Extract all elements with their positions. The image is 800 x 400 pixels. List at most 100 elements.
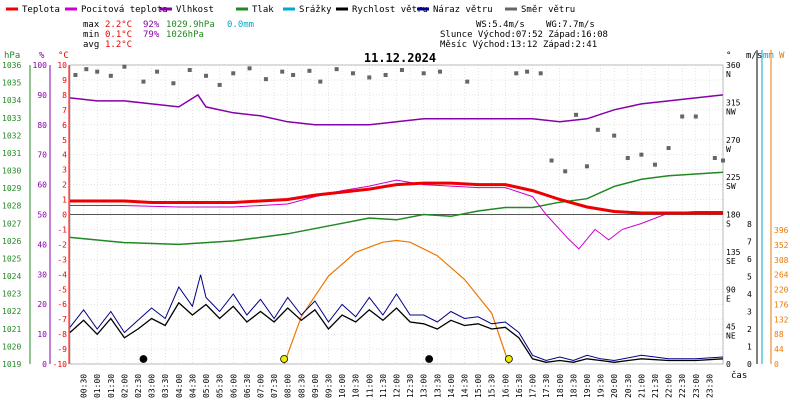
wind-dir-point <box>318 79 323 84</box>
dir-compass-label: E <box>726 294 731 303</box>
wind-dir-point <box>350 71 355 76</box>
legend-label: Pocitová teplota <box>81 5 168 15</box>
wind-dir-point <box>399 67 404 72</box>
temp-tick-label: 2 <box>62 181 67 190</box>
x-tick-label: 20:00 <box>610 374 619 398</box>
x-tick-label: 06:00 <box>229 374 238 398</box>
dir-compass-label: SW <box>726 182 736 191</box>
wind-speed-line <box>69 301 724 363</box>
dir-compass-label: W <box>726 145 731 154</box>
wind-dir-point <box>465 79 470 84</box>
unit-deg: ° <box>726 51 731 61</box>
pct-tick-label: 80 <box>37 121 47 130</box>
dir-tick-label: 180 <box>726 211 741 220</box>
x-tick-label: 19:30 <box>597 374 606 398</box>
temp-tick-label: -2 <box>57 240 67 249</box>
w-tick-label: 176 <box>774 300 789 309</box>
wind-dir-point <box>625 156 630 161</box>
dir-compass-label: S <box>726 220 731 229</box>
wind-dir-point <box>680 114 685 119</box>
x-tick-label: 12:00 <box>393 374 402 398</box>
hpa-tick-label: 1035 <box>2 79 21 88</box>
wind-dir-point <box>383 72 388 77</box>
x-tick-label: 02:00 <box>120 374 129 398</box>
wind-dir-point <box>563 169 568 174</box>
pct-tick-label: 100 <box>33 61 48 70</box>
dir-tick-label: 225 <box>726 173 741 182</box>
info-wg: WG:7.7m/s <box>546 20 595 30</box>
x-tick-label: 16:00 <box>501 374 510 398</box>
temp-tick-label: -5 <box>57 285 67 294</box>
hpa-tick-label: 1024 <box>2 272 21 281</box>
x-tick-label: 11:00 <box>365 374 374 398</box>
temp-tick-label: 7 <box>62 106 67 115</box>
hpa-tick-label: 1026 <box>2 237 21 246</box>
temp-tick-label: 4 <box>62 151 67 160</box>
temp-tick-label: -4 <box>57 270 67 279</box>
dir-tick-label: 90 <box>726 285 736 294</box>
wind-dir-point <box>514 71 519 76</box>
pct-tick-label: 60 <box>37 181 47 190</box>
legend-label: Tlak <box>252 5 274 15</box>
wind-dir-point <box>525 69 530 74</box>
x-tick-label: 07:30 <box>270 374 279 398</box>
ms-tick-label: 0 <box>747 360 752 369</box>
dir-tick-label: 0 <box>726 360 731 369</box>
w-tick-label: 264 <box>774 271 789 280</box>
wind-dir-point <box>280 69 285 74</box>
temp-tick-label: 0 <box>62 211 67 220</box>
w-tick-label: 220 <box>774 286 789 295</box>
wind-dir-point <box>291 72 296 77</box>
stats-min-label: min <box>83 30 99 40</box>
x-tick-label: 10:00 <box>338 374 347 398</box>
w-tick-label: 308 <box>774 256 789 265</box>
wind-dir-point <box>84 67 89 72</box>
wind-dir-point <box>693 114 698 119</box>
dir-tick-label: 135 <box>726 248 741 257</box>
hpa-tick-label: 1028 <box>2 202 21 211</box>
wind-dir-point <box>187 67 192 72</box>
wind-dir-point <box>712 156 717 161</box>
pressure-line <box>69 171 724 246</box>
x-tick-label: 18:30 <box>569 374 578 398</box>
legend-label: Směr větru <box>521 5 575 15</box>
pct-tick-label: 20 <box>37 300 47 309</box>
wind-dir-point <box>595 127 600 132</box>
legend-label: Srážky <box>299 5 332 15</box>
plot-area <box>69 64 725 365</box>
x-tick-label: 04:00 <box>175 374 184 398</box>
hpa-tick-label: 1022 <box>2 307 21 316</box>
temperature-line <box>70 181 723 215</box>
wind-dir-point <box>217 82 222 87</box>
wind-dir-point <box>247 66 252 71</box>
info-block: WS:5.4m/s WG:7.7m/s Slunce Východ:07:52 … <box>440 20 608 50</box>
temp-tick-label: -1 <box>57 225 67 234</box>
sun-moon-marker <box>504 355 513 363</box>
wind-dir-point <box>334 67 339 72</box>
temp-tick-label: 3 <box>62 166 67 175</box>
dir-tick-label: 360 <box>726 61 741 70</box>
stats-block: max 2.2°C 92% 1029.9hPa 0.0mm min 0.1°C … <box>83 20 254 50</box>
ms-tick-label: 2 <box>747 325 752 334</box>
legend-label: Vlhkost <box>176 5 214 15</box>
stats-min-hum: 79% <box>143 30 160 40</box>
x-tick-label: 07:00 <box>256 374 265 398</box>
wind-dir-point <box>122 64 127 69</box>
wind-dir-point <box>639 152 644 157</box>
legend: Teplota Pocitová teplota Vlhkost Tlak Srážky… <box>6 5 575 15</box>
ms-tick-label: 5 <box>747 273 752 282</box>
wind-dir-point <box>584 164 589 169</box>
dir-compass-label: N <box>726 70 731 79</box>
humidity-line <box>69 93 724 126</box>
unit-time: čas <box>731 370 747 381</box>
x-tick-label: 01:30 <box>107 374 116 398</box>
x-tick-label: 08:00 <box>284 374 293 398</box>
stats-max-temp: 2.2°C <box>105 20 132 30</box>
x-tick-label: 16:30 <box>515 374 524 398</box>
unit-pct: % <box>39 51 45 61</box>
wind-dir-point <box>652 162 657 167</box>
w-tick-label: 88 <box>774 330 784 339</box>
wind-dir-point <box>108 73 113 78</box>
pct-tick-label: 10 <box>37 330 47 339</box>
hpa-tick-label: 1036 <box>2 61 21 70</box>
